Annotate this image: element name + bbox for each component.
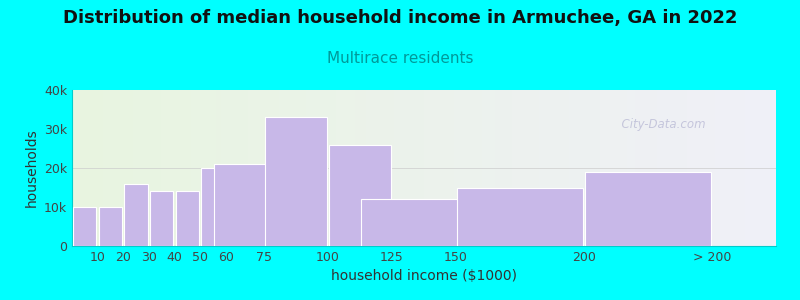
Y-axis label: households: households	[25, 129, 38, 207]
Bar	[99, 207, 122, 246]
Bar	[202, 168, 224, 246]
Bar	[586, 172, 710, 246]
Text: Distribution of median household income in Armuchee, GA in 2022: Distribution of median household income …	[62, 9, 738, 27]
X-axis label: household income ($1000): household income ($1000)	[331, 269, 517, 284]
Text: City-Data.com: City-Data.com	[614, 118, 706, 131]
Bar	[330, 145, 390, 246]
Text: Multirace residents: Multirace residents	[326, 51, 474, 66]
Bar	[266, 117, 326, 246]
Bar	[74, 207, 96, 246]
Bar	[362, 199, 486, 246]
Bar	[176, 191, 198, 246]
Bar	[458, 188, 582, 246]
Bar	[125, 184, 147, 246]
Bar	[150, 191, 173, 246]
Bar	[214, 164, 275, 246]
